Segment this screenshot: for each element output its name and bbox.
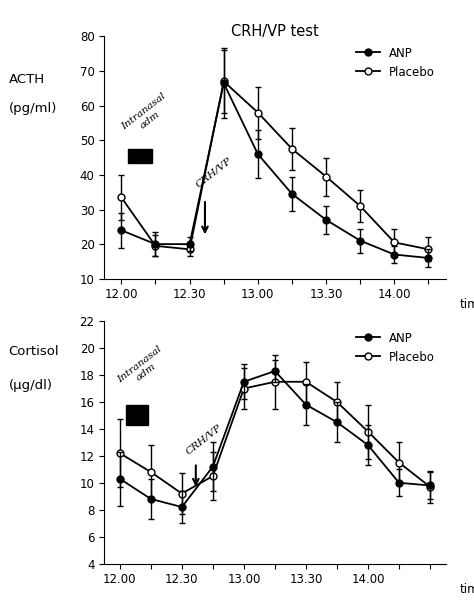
Text: CRH/VP: CRH/VP — [184, 422, 223, 456]
Text: CRH/VP: CRH/VP — [194, 155, 233, 188]
Text: Intranasal
adm: Intranasal adm — [120, 92, 174, 140]
Text: (μg/dl): (μg/dl) — [9, 379, 53, 392]
Legend: ANP, Placebo: ANP, Placebo — [351, 327, 440, 368]
Bar — [126, 405, 148, 425]
Text: Intranasal
adm: Intranasal adm — [116, 344, 170, 393]
Text: ACTH: ACTH — [9, 73, 45, 85]
X-axis label: time: time — [459, 583, 474, 596]
Legend: ANP, Placebo: ANP, Placebo — [351, 42, 440, 84]
Bar — [128, 149, 152, 163]
Text: CRH/VP test: CRH/VP test — [231, 24, 319, 39]
X-axis label: time: time — [459, 298, 474, 311]
Text: Cortisol: Cortisol — [9, 345, 59, 358]
Text: (pg/ml): (pg/ml) — [9, 102, 57, 115]
